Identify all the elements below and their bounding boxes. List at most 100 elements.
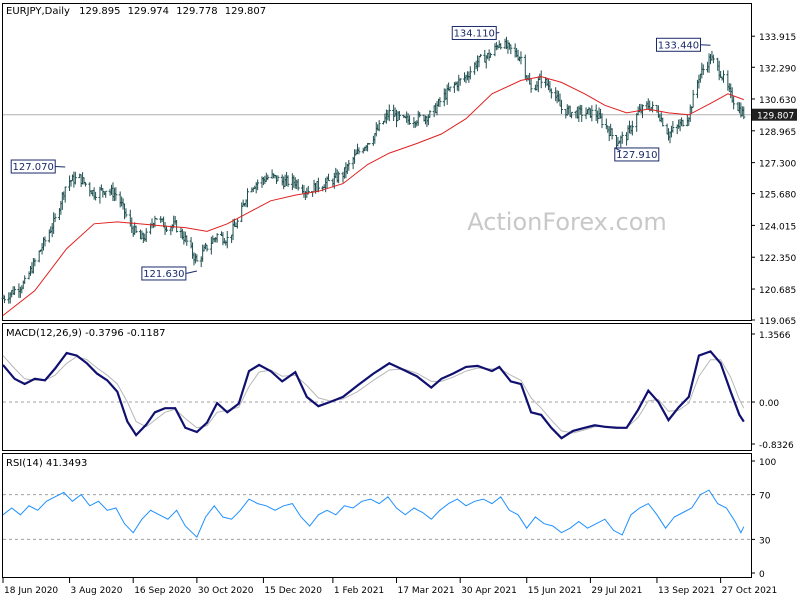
current-price-label: 129.807 (757, 112, 794, 122)
rsi-ytick-label: 70 (759, 492, 771, 502)
macd-ytick-label: -0.8326 (759, 441, 794, 451)
xtick-label: 13 Sep 2021 (658, 586, 715, 596)
watermark: ActionForex.com (467, 208, 667, 236)
xtick-label: 18 Jun 2020 (4, 586, 58, 596)
ohlc-bar (164, 225, 168, 233)
price-ytick-label: 130.630 (759, 96, 796, 106)
ohlc-bar (661, 117, 665, 127)
ohlc-bar (367, 143, 371, 145)
ohlc-bar (711, 54, 715, 64)
price-ytick-label: 119.065 (759, 317, 796, 327)
ohlc-bar (266, 174, 270, 181)
pivot-annotation: 133.440 (655, 37, 711, 52)
ohlc-bar (549, 88, 553, 99)
macd-ytick-label: 1.3566 (759, 331, 791, 341)
ohlc-bar (327, 173, 331, 182)
ohlc-bar (397, 111, 401, 120)
ohlc-bar (357, 147, 361, 155)
ohlc-bar (175, 220, 179, 233)
ohlc-bar (43, 236, 47, 247)
pivot-annotation-label: 127.910 (616, 150, 657, 161)
ohlc-bar (418, 112, 422, 118)
ohlc-bar (722, 70, 726, 83)
ohlc-bar (13, 286, 17, 295)
ohlc-bar (570, 111, 574, 119)
ohlc-bar (185, 235, 189, 246)
pivot-annotation-label: 127.070 (13, 162, 54, 173)
ohlc-bar (559, 99, 563, 114)
ohlc-bar (316, 177, 320, 193)
macd-line (2, 350, 745, 440)
ohlc-bar (347, 159, 351, 171)
ohlc-bar (691, 89, 695, 108)
pivot-annotation: 134.110 (451, 25, 500, 40)
pivot-annotation-leader (700, 44, 711, 46)
ohlc-bar (63, 186, 67, 203)
ohlc-bar (640, 104, 644, 119)
rsi-title: RSI(14) 41.3493 (6, 458, 87, 469)
ohlc-bar (205, 244, 209, 252)
xtick-label: 17 Mar 2021 (398, 586, 455, 596)
xtick-label: 3 Aug 2020 (71, 586, 123, 596)
xtick-label: 1 Feb 2021 (334, 586, 384, 596)
ohlc-bar (489, 52, 493, 58)
ohlc-bar (732, 96, 736, 110)
ohlc-bar (154, 218, 158, 220)
ohlc-bar (296, 179, 300, 191)
ohlc-bar (600, 113, 604, 129)
price-ytick-label: 120.685 (759, 286, 796, 296)
pivot-annotation: 121.630 (141, 266, 197, 281)
xtick-label: 27 Oct 2021 (722, 586, 778, 596)
pivot-annotation-leader (55, 166, 66, 168)
price-ytick-label: 132.290 (759, 64, 796, 74)
price-ytick-label: 124.015 (759, 222, 796, 232)
macd-signal-line (2, 355, 745, 434)
ohlc-bar (337, 171, 341, 184)
pivot-annotation-box (614, 147, 660, 162)
ohlc-bar (235, 218, 239, 229)
ohlc-bar (701, 64, 705, 75)
moving-average-line (2, 76, 744, 316)
ohlc-bar (134, 225, 138, 233)
ohlc-bar (225, 231, 229, 249)
price-ytick-label: 122.350 (759, 254, 796, 264)
ohlc-bar (276, 175, 280, 182)
current-price-marker: 129.807 (752, 108, 797, 122)
rsi-pane (2, 453, 752, 578)
xtick-label: 15 Jun 2021 (528, 586, 582, 596)
rsi-ytick-label: 0 (759, 570, 765, 580)
macd-title: MACD(12,26,9) -0.3796 -0.1187 (6, 328, 166, 339)
pivot-annotation: 127.070 (10, 159, 66, 174)
ohlc-bar (742, 106, 746, 120)
ohlc-bar (671, 121, 675, 133)
ohlc-bar (610, 128, 614, 140)
xtick-label: 16 Sep 2020 (134, 586, 191, 596)
ohlc-bar (215, 233, 219, 243)
ohlc-bar (94, 191, 98, 201)
pivot-annotation-label: 121.630 (143, 269, 184, 280)
ohlc-open: 129.895 (79, 6, 120, 17)
ohlc-bar (73, 171, 77, 185)
macd-ytick-label: 0.00 (759, 399, 779, 409)
ohlc-bar (408, 115, 412, 125)
ohlc-bar (458, 78, 462, 86)
ohlc-bar (620, 131, 624, 144)
pivot-annotation-label: 133.440 (658, 40, 699, 51)
xtick-label: 30 Oct 2020 (198, 586, 254, 596)
ohlc-bar (104, 190, 108, 198)
xtick-label: 30 Apr 2021 (461, 586, 517, 596)
price-pane (2, 3, 752, 321)
ohlc-bar (83, 182, 87, 187)
xtick-label: 15 Dec 2020 (264, 586, 322, 596)
ohlc-low: 129.778 (176, 6, 217, 17)
ohlc-bar (377, 120, 381, 132)
ohlc-bar (246, 188, 250, 208)
price-ytick-label: 127.300 (759, 160, 796, 170)
ohlc-bar (590, 105, 594, 122)
pivot-annotation-label: 134.110 (454, 28, 495, 39)
pivot-annotation-leader (185, 270, 197, 274)
ohlc-bar (2, 295, 6, 304)
ohlc-bar (124, 208, 128, 218)
